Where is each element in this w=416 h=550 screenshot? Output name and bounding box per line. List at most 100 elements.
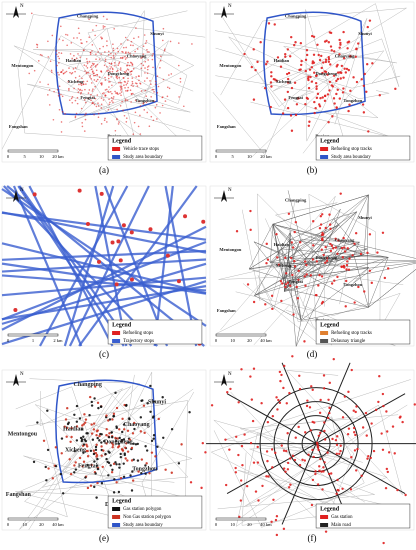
place-label: Chaoyang (335, 53, 355, 58)
stop-point (117, 123, 120, 125)
stop-point (354, 55, 357, 58)
delaunay-edge (284, 208, 341, 289)
stop-point (151, 55, 154, 57)
stop-point (58, 38, 61, 40)
stop-point (368, 269, 372, 272)
stop-point (316, 43, 319, 47)
stop-point (128, 417, 131, 420)
place-label: Changping (74, 382, 102, 388)
stop-point (348, 257, 351, 260)
stop-point (328, 406, 331, 410)
legend-item: Trajectory stops (123, 339, 154, 344)
stop-point (312, 35, 316, 38)
stop-point (308, 68, 312, 71)
map-panel: N 0 10 20 40 km Legend Gas station Main road (189, 340, 416, 545)
stop-point (291, 273, 294, 277)
stop-point (81, 125, 84, 128)
stop-point (33, 69, 36, 72)
stop-point (363, 290, 366, 293)
delaunay-edge (367, 248, 369, 308)
stop-point (275, 515, 279, 518)
stop-point (284, 55, 287, 59)
stop-point (88, 89, 91, 91)
place-label: Tongzhou (343, 282, 362, 287)
stop-point (112, 491, 116, 494)
stop-point (224, 438, 227, 441)
stop-point (365, 434, 368, 437)
stop-point (91, 438, 95, 441)
stop-point (366, 457, 369, 460)
stop-point (159, 66, 161, 69)
stop-point (68, 67, 70, 69)
stop-point (57, 55, 59, 58)
stop-point (91, 50, 93, 52)
stop-point (129, 474, 132, 477)
trajectory-road (1, 249, 207, 261)
stop-point (89, 74, 91, 77)
stop-point (307, 453, 310, 456)
stop-point (109, 68, 111, 70)
stop-point (82, 435, 85, 438)
stop-point (351, 254, 354, 257)
stop-point (51, 34, 54, 37)
stop-point (95, 454, 99, 457)
stop-point (178, 64, 180, 67)
map-panel: N 0 1 2 km Legend Refueling stops Trajectory s… (1, 185, 207, 347)
stop-point (347, 68, 350, 72)
stop-point (354, 231, 358, 235)
stop-point (250, 65, 254, 69)
stop-point (234, 471, 238, 474)
stop-point (315, 260, 319, 263)
stop-point (139, 114, 141, 117)
stop-point (134, 443, 138, 446)
stop-point (331, 115, 334, 118)
stop-point (48, 104, 51, 106)
refueling-stop (110, 240, 115, 245)
stop-point (85, 72, 88, 75)
stop-point (304, 102, 307, 106)
stop-point (90, 400, 93, 404)
north-arrow (221, 190, 227, 202)
stop-point (51, 71, 53, 73)
delaunay-edge (323, 267, 369, 275)
stop-point (344, 305, 347, 308)
stop-point (65, 426, 69, 430)
stop-point (153, 100, 156, 103)
stop-point (299, 42, 303, 45)
stop-point (249, 441, 253, 445)
delaunay-edge (270, 262, 369, 268)
study-area-boundary (263, 11, 366, 116)
stop-point (228, 448, 231, 451)
stop-point (328, 89, 331, 92)
stop-point (118, 76, 120, 79)
stop-point (86, 486, 90, 490)
stop-point (317, 103, 321, 106)
legend-item: Refueling stop tracks (331, 147, 372, 152)
stop-point (342, 76, 345, 79)
stop-point (92, 428, 96, 431)
stop-point (164, 48, 166, 50)
stop-point (110, 431, 113, 434)
stop-point (58, 51, 60, 54)
stop-point (310, 385, 313, 388)
stop-point (286, 48, 290, 51)
refueling-stop (114, 282, 119, 287)
stop-point (319, 97, 322, 100)
stop-point (132, 85, 134, 88)
stop-point (293, 265, 297, 268)
stop-point (136, 459, 140, 462)
stop-point (343, 67, 346, 70)
stop-point (95, 24, 98, 27)
stop-point (64, 418, 68, 421)
stop-point (136, 442, 139, 446)
delaunay-edge (272, 224, 286, 289)
stop-point (313, 100, 316, 104)
stop-point (303, 340, 306, 343)
stop-point (404, 493, 407, 497)
stop-point (321, 213, 324, 216)
trajectory-road (1, 211, 207, 241)
stop-point (131, 80, 134, 83)
stop-point (104, 58, 107, 61)
stop-point (347, 109, 350, 113)
stop-point (68, 89, 70, 91)
